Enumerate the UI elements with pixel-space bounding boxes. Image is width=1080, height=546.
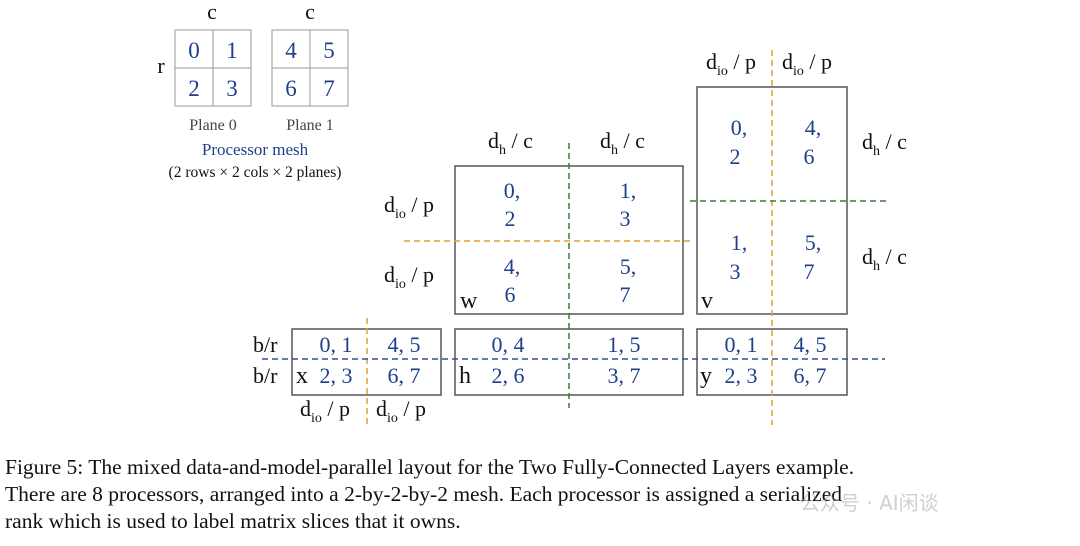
matrix-w-cell: 0, bbox=[504, 178, 521, 203]
matrix-x-cell: 6, 7 bbox=[388, 363, 421, 388]
matrix-h-cell: 3, 7 bbox=[608, 363, 641, 388]
matrix-y: 0, 1 4, 5 2, 3 6, 7 y bbox=[696, 328, 848, 396]
matrix-w-cell: 5, bbox=[620, 254, 637, 279]
matrix-w-cell: 4, bbox=[504, 254, 521, 279]
mesh-cell: 4 bbox=[285, 38, 297, 63]
dim-label-dh-c: dh / c bbox=[488, 128, 533, 158]
matrix-y-cell: 6, 7 bbox=[794, 363, 827, 388]
mesh-subtitle: (2 rows × 2 cols × 2 planes) bbox=[169, 164, 342, 181]
matrix-w-cell: 7 bbox=[620, 282, 631, 307]
matrix-y-cell: 0, 1 bbox=[725, 332, 758, 357]
matrix-w-cell: 6 bbox=[505, 282, 516, 307]
matrix-x-cell: 4, 5 bbox=[388, 332, 421, 357]
matrix-v: dio / p dio / p dh / c dh / c 0, 2 4, 6 … bbox=[696, 49, 907, 315]
matrix-w-cell: 3 bbox=[620, 206, 631, 231]
mesh-col-label-plane1: c bbox=[305, 0, 315, 24]
processor-mesh: c c r 0 1 2 3 4 5 6 7 Plane 0 Plane 1 Pr… bbox=[157, 0, 349, 181]
dim-label-dio-p: dio / p bbox=[384, 192, 434, 222]
matrix-x: b/r b/r 0, 1 4, 5 2, 3 6, 7 x dio / p di… bbox=[253, 328, 442, 426]
matrix-h: 0, 4 1, 5 2, 6 3, 7 h bbox=[454, 328, 684, 396]
dim-label-dh-c: dh / c bbox=[862, 129, 907, 159]
caption-line: Figure 5: The mixed data-and-model-paral… bbox=[5, 455, 855, 479]
layout-diagram: c c r 0 1 2 3 4 5 6 7 Plane 0 Plane 1 Pr… bbox=[157, 0, 907, 426]
matrix-y-cell: 4, 5 bbox=[794, 332, 827, 357]
matrix-v-cell: 6 bbox=[804, 144, 815, 169]
matrix-w-cell: 2 bbox=[505, 206, 516, 231]
matrix-y-cell: 2, 3 bbox=[725, 363, 758, 388]
mesh-plane-0 bbox=[174, 29, 252, 107]
plane-0-label: Plane 0 bbox=[189, 117, 237, 134]
matrix-x-cell: 0, 1 bbox=[320, 332, 353, 357]
matrix-v-cell: 3 bbox=[730, 259, 741, 284]
matrix-w-letter: w bbox=[460, 288, 478, 314]
watermark: 公众号 · AI闲谈 bbox=[800, 491, 939, 515]
batch-label-b-r: b/r bbox=[253, 332, 278, 357]
matrix-h-letter: h bbox=[459, 363, 471, 389]
dim-label-dio-p: dio / p bbox=[384, 262, 434, 292]
dim-label-dio-p: dio / p bbox=[782, 49, 832, 79]
plane-1-label: Plane 1 bbox=[286, 117, 334, 134]
mesh-cell: 7 bbox=[323, 76, 335, 101]
matrix-y-letter: y bbox=[700, 363, 712, 389]
mesh-row-label: r bbox=[157, 53, 165, 78]
matrix-v-cell: 5, bbox=[805, 230, 822, 255]
mesh-cell: 5 bbox=[323, 38, 335, 63]
dim-label-dio-p: dio / p bbox=[706, 49, 756, 79]
mesh-plane-1 bbox=[271, 29, 349, 107]
matrix-v-letter: v bbox=[701, 288, 713, 314]
caption-line: There are 8 processors, arranged into a … bbox=[5, 482, 842, 506]
mesh-cell: 2 bbox=[188, 76, 200, 101]
dim-label-dh-c: dh / c bbox=[600, 128, 645, 158]
matrix-v-cell: 7 bbox=[804, 259, 815, 284]
mesh-cell: 0 bbox=[188, 38, 200, 63]
caption-line: rank which is used to label matrix slice… bbox=[5, 509, 461, 533]
matrix-w: dh / c dh / c dio / p dio / p 0, 2 1, 3 … bbox=[384, 128, 684, 315]
dim-label-dio-p: dio / p bbox=[300, 396, 350, 426]
mesh-cell: 1 bbox=[226, 38, 238, 63]
dim-label-dh-c: dh / c bbox=[862, 244, 907, 274]
matrix-w-cell: 1, bbox=[620, 178, 637, 203]
mesh-cell: 6 bbox=[285, 76, 297, 101]
mesh-cell: 3 bbox=[226, 76, 238, 101]
batch-label-b-r: b/r bbox=[253, 363, 278, 388]
matrix-x-letter: x bbox=[296, 363, 308, 389]
matrix-v-cell: 0, bbox=[731, 115, 748, 140]
matrix-h-cell: 2, 6 bbox=[492, 363, 525, 388]
dim-label-dio-p: dio / p bbox=[376, 396, 426, 426]
figure-caption: Figure 5: The mixed data-and-model-paral… bbox=[5, 454, 1080, 535]
mesh-title: Processor mesh bbox=[202, 140, 309, 159]
matrix-x-cell: 2, 3 bbox=[320, 363, 353, 388]
matrix-v-cell: 4, bbox=[805, 115, 822, 140]
matrix-v-cell: 2 bbox=[730, 144, 741, 169]
matrix-h-cell: 1, 5 bbox=[608, 332, 641, 357]
matrix-v-cell: 1, bbox=[731, 230, 748, 255]
matrix-h-cell: 0, 4 bbox=[492, 332, 525, 357]
mesh-col-label-plane0: c bbox=[207, 0, 217, 24]
